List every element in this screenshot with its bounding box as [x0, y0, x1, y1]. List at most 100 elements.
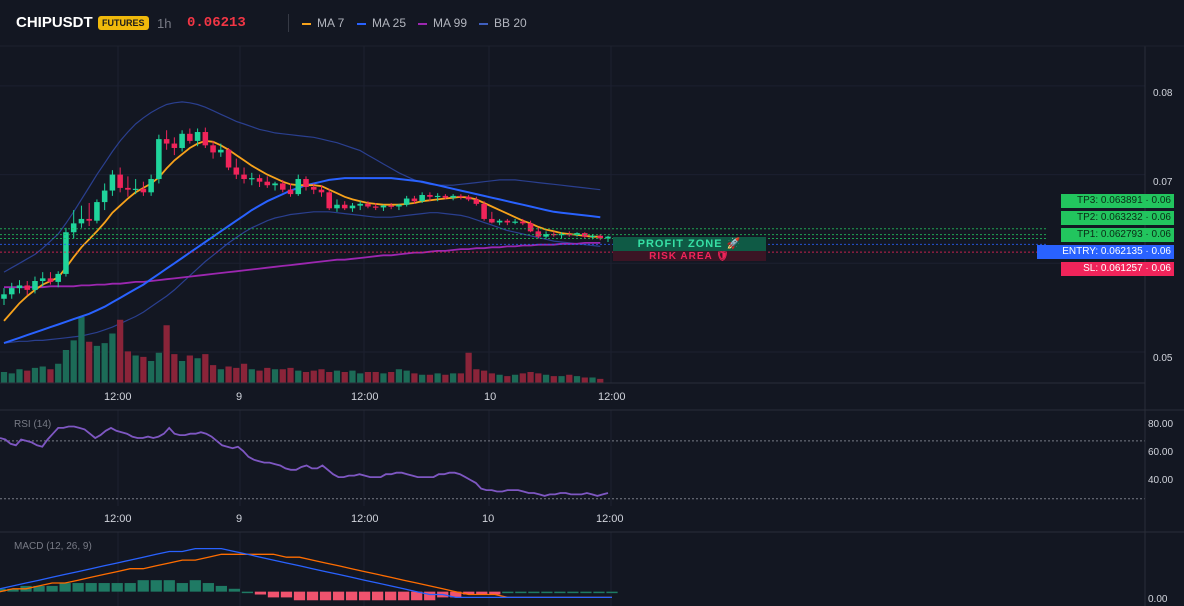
candle-body	[287, 189, 294, 195]
candle-body	[233, 167, 240, 175]
volume-bar	[117, 319, 124, 383]
volume-bar	[434, 373, 441, 383]
legend-ma7[interactable]: MA 7	[302, 16, 344, 30]
volume-bar	[194, 358, 201, 383]
last-price: 0.06213	[187, 15, 246, 31]
macd-histogram-bar	[254, 591, 267, 595]
macd-histogram-bar	[476, 591, 488, 595]
rsi-time-tick-4: 12:00	[596, 513, 624, 525]
candle-body	[589, 235, 596, 237]
trade-levels	[0, 228, 1047, 253]
macd-histogram-bar	[189, 580, 201, 592]
rsi-tick-2: 40.00	[1148, 475, 1174, 486]
ma99-line	[4, 242, 601, 289]
legend-bb20-swatch	[479, 22, 488, 25]
candle-body	[194, 132, 201, 141]
legend-bb20[interactable]: BB 20	[479, 16, 527, 30]
candle-body	[504, 220, 511, 223]
volume-bar	[155, 352, 162, 383]
volume-bar	[403, 370, 410, 383]
futures-badge: FUTURES	[98, 16, 149, 30]
candle-body	[481, 203, 487, 219]
macd-histogram-bar	[267, 591, 280, 598]
macd-histogram-bar	[7, 588, 19, 592]
macd-histogram-bar	[98, 583, 110, 592]
volume-bar	[31, 367, 39, 383]
macd-histogram-bar	[228, 588, 241, 592]
bollinger-bands	[3, 101, 601, 344]
candle-body	[465, 196, 472, 200]
macd-histogram-bar	[150, 580, 162, 592]
volume-bar	[372, 372, 379, 383]
candle-body	[349, 205, 356, 209]
volume-bar	[24, 370, 31, 383]
candle-body	[256, 178, 263, 182]
macd-histogram-bar	[124, 583, 136, 592]
macd-histogram-bar	[59, 583, 71, 592]
macd-histogram-bar	[371, 591, 384, 601]
volume-bar	[589, 377, 596, 383]
candle-body	[295, 179, 302, 195]
candle-body	[496, 220, 503, 223]
tp3-tag[interactable]: TP3: 0.063891 · 0.06	[1061, 194, 1174, 208]
candle-body	[512, 221, 518, 223]
macd-histogram-bar	[137, 580, 149, 592]
volume-bar	[535, 373, 542, 383]
candle-body	[264, 181, 271, 186]
volume-bar	[140, 356, 147, 383]
candle-body	[63, 232, 69, 274]
macd-histogram-bar	[33, 585, 45, 592]
time-tick-3: 10	[484, 391, 497, 403]
candle-body	[32, 281, 38, 290]
candle-body	[8, 288, 15, 295]
candle-body	[125, 187, 131, 190]
volume-bar	[264, 367, 271, 383]
volume-bar	[78, 317, 85, 383]
volume-bar	[388, 372, 395, 383]
volume-bar	[271, 369, 279, 383]
rsi-time-tick-1: 9	[236, 513, 243, 525]
volume-bar	[132, 355, 139, 383]
volume-bar	[550, 376, 557, 383]
volume-bar	[47, 369, 54, 383]
candle-body	[179, 133, 185, 148]
volume-bar	[148, 361, 155, 383]
candle-body	[535, 231, 542, 237]
macd-histogram-bar	[606, 591, 618, 594]
entry-tag[interactable]: ENTRY: 0.062135 · 0.06	[1037, 245, 1174, 259]
volume-bar	[581, 377, 588, 383]
volume-bar	[527, 372, 534, 383]
macd-histogram-bar	[215, 585, 227, 592]
macd-histogram-bar	[202, 583, 214, 592]
tp2-tag[interactable]: TP2: 0.063232 · 0.06	[1061, 211, 1174, 225]
candle-body	[489, 218, 495, 223]
legend-ma99[interactable]: MA 99	[418, 16, 467, 30]
grid-lines	[0, 46, 1145, 606]
volume-bar	[573, 376, 581, 383]
axes	[0, 45, 1184, 606]
volume-bar	[209, 365, 217, 383]
volume-bar	[225, 366, 232, 383]
candle-body	[365, 203, 371, 207]
candle-body	[527, 223, 534, 232]
candle-body	[396, 204, 402, 207]
macd-histogram-bar	[176, 583, 188, 592]
sl-tag[interactable]: SL: 0.061257 · 0.06	[1061, 262, 1174, 276]
macd-histogram-bar	[0, 588, 6, 592]
macd-histogram-bar	[319, 591, 332, 601]
tp1-tag[interactable]: TP1: 0.062793 · 0.06	[1061, 228, 1174, 242]
macd-histogram-bar	[554, 591, 566, 594]
macd-histogram-bar	[385, 591, 397, 601]
legend-bb20-label: BB 20	[494, 16, 527, 30]
macd-histogram-bar	[293, 591, 306, 601]
rsi-time-tick-3: 10	[482, 513, 495, 525]
candle-body	[132, 188, 139, 190]
timeframe-label[interactable]: 1h	[157, 16, 172, 31]
candle-body	[380, 205, 387, 208]
legend-ma25[interactable]: MA 25	[357, 16, 406, 30]
chart-header: CHIPUSDT FUTURES 1h 0.06213 MA 7 MA 25 M…	[0, 0, 1184, 46]
ma7-line	[3, 139, 601, 322]
macd-histogram-bar	[515, 591, 527, 594]
symbol-label[interactable]: CHIPUSDT	[16, 14, 93, 31]
